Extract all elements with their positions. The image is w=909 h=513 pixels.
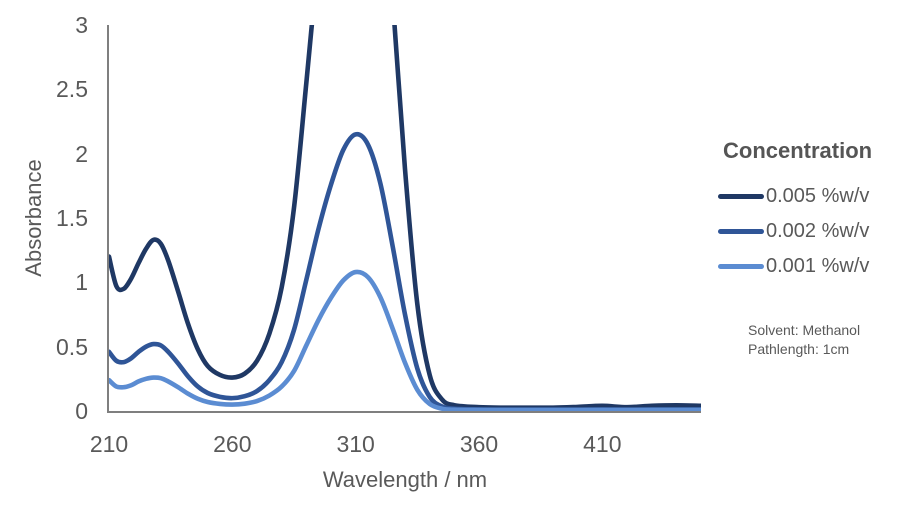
x-tick-label-410: 410 bbox=[583, 431, 622, 457]
spectra-curves bbox=[109, 25, 701, 411]
annotation-solvent: Solvent: Methanol bbox=[748, 322, 861, 338]
x-axis-title: Wavelength / nm bbox=[322, 467, 488, 492]
legend-item-0.005--w-v: 0.005 %w/v bbox=[718, 184, 903, 207]
y-tick-label-2: 2 bbox=[75, 140, 88, 167]
y-tick-label-0: 0 bbox=[75, 398, 88, 424]
legend-line-swatch bbox=[718, 263, 764, 269]
annotation-pathlength: Pathlength: 1cm bbox=[748, 341, 850, 357]
legend-item-0.002--w-v: 0.002 %w/v bbox=[718, 219, 903, 242]
y-tick-label-3: 3 bbox=[75, 12, 88, 38]
legend-item-0.001--w-v: 0.001 %w/v bbox=[718, 254, 903, 277]
legend: Concentration 0.005 %w/v 0.002 %w/v 0.001 … bbox=[718, 138, 903, 291]
legend-entries: 0.005 %w/v 0.002 %w/v 0.001 %w/v bbox=[718, 184, 903, 277]
x-tick-label-360: 360 bbox=[459, 431, 499, 457]
y-tick-label-2.5: 2.5 bbox=[56, 76, 88, 103]
y-tick-label-1.5: 1.5 bbox=[56, 205, 88, 231]
legend-title: Concentration bbox=[723, 138, 873, 163]
plot-area bbox=[107, 25, 701, 413]
legend-line-swatch bbox=[718, 228, 764, 234]
legend-label: 0.005 %w/v bbox=[766, 184, 870, 207]
y-tick-label-1: 1 bbox=[75, 269, 88, 296]
series-line-0.005--w-v bbox=[109, 25, 701, 411]
legend-line-swatch bbox=[718, 193, 764, 199]
legend-label: 0.001 %w/v bbox=[766, 254, 870, 277]
y-tick-label-0.5: 0.5 bbox=[56, 333, 88, 360]
x-tick-label-260: 260 bbox=[213, 431, 252, 457]
legend-label: 0.002 %w/v bbox=[766, 219, 870, 242]
series-line-0.001--w-v bbox=[109, 269, 701, 411]
x-tick-label-310: 310 bbox=[336, 431, 375, 457]
x-tick-label-210: 210 bbox=[89, 431, 129, 457]
chart-annotation: Solvent: Methanol Pathlength: 1cm bbox=[748, 321, 860, 359]
